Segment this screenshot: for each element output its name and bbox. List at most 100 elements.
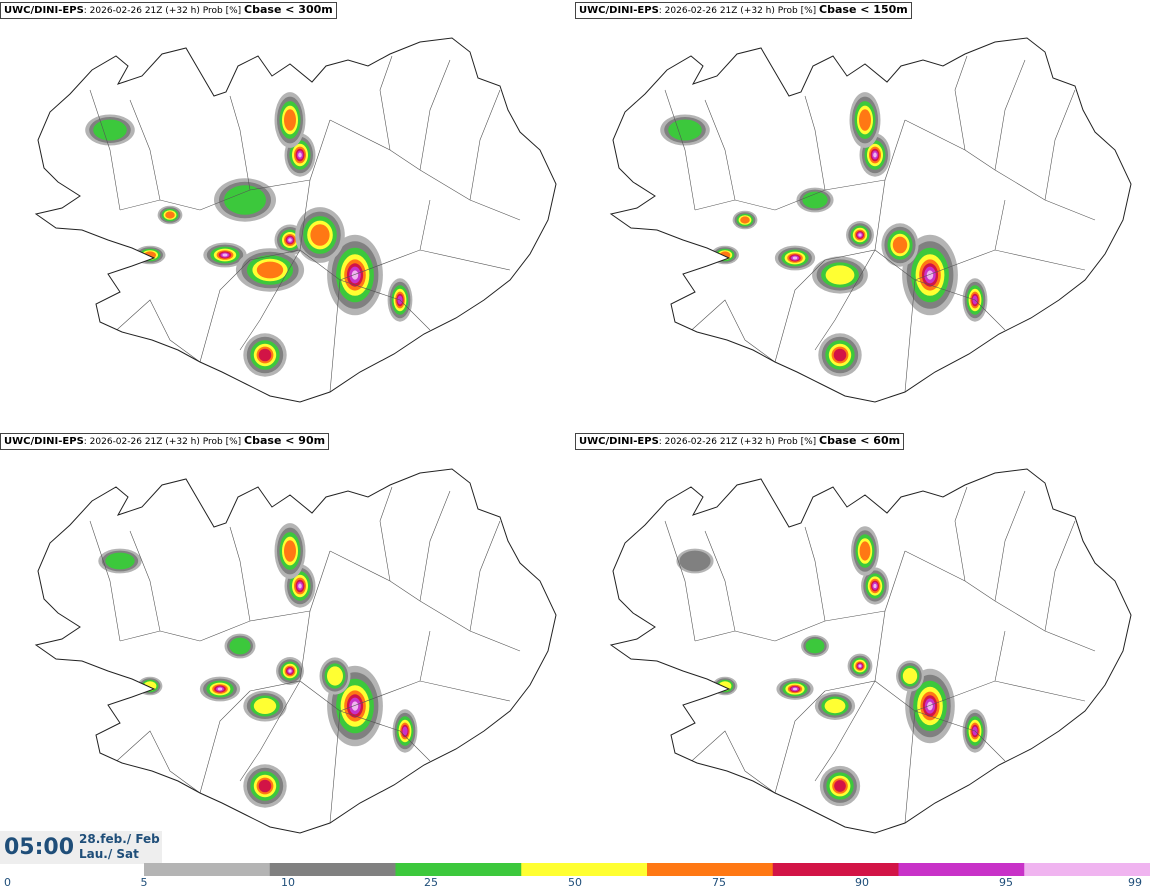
probability-area xyxy=(229,637,251,655)
probability-area xyxy=(834,780,846,792)
model-name: UWC/DINI-EPS xyxy=(579,436,659,447)
coastline xyxy=(609,37,1132,403)
region-boundary xyxy=(814,249,876,351)
region-boundary xyxy=(994,630,1006,682)
region-boundary xyxy=(774,690,826,794)
region-boundary xyxy=(329,119,421,171)
region-boundary xyxy=(419,490,451,602)
run-info: : 2026-02-26 21Z (+32 h) Prob [%] xyxy=(658,437,817,447)
probability-area xyxy=(327,666,343,686)
model-name: UWC/DINI-EPS xyxy=(4,436,84,447)
region-boundary xyxy=(379,55,393,151)
threshold-label: Cbase < 90m xyxy=(244,434,326,447)
run-info: : 2026-02-26 21Z (+32 h) Prob [%] xyxy=(83,6,242,16)
region-boundary xyxy=(694,630,776,642)
region-boundary xyxy=(684,299,776,363)
probability-area xyxy=(351,270,359,280)
region-boundary xyxy=(109,730,201,794)
region-boundary xyxy=(89,89,121,211)
threshold-label: Cbase < 300m xyxy=(244,3,333,16)
probability-area xyxy=(792,687,798,691)
colorbar-segment xyxy=(1024,863,1150,876)
valid-time-box: 05:00 28.feb./ Feb Lau./ Sat xyxy=(0,831,162,864)
region-boundary xyxy=(419,600,521,652)
region-boundary xyxy=(249,249,341,393)
colorbar-tick-label: 5 xyxy=(140,876,148,889)
coastline xyxy=(34,468,557,834)
probability-area xyxy=(258,348,272,362)
region-boundary xyxy=(129,99,161,201)
iceland-map-90m xyxy=(34,468,557,834)
colorbar-tick-label: 50 xyxy=(568,876,582,889)
probability-area xyxy=(93,119,127,141)
colorbar-segment xyxy=(144,863,271,876)
threshold-label: Cbase < 60m xyxy=(819,434,901,447)
probability-colorbar xyxy=(144,863,1150,876)
probability-area xyxy=(892,236,908,254)
region-boundary xyxy=(339,710,431,762)
probability-area xyxy=(873,152,877,158)
region-boundary xyxy=(994,490,1026,602)
region-boundary xyxy=(89,520,121,642)
probability-area xyxy=(298,152,302,158)
region-boundary xyxy=(994,169,1096,221)
run-info: : 2026-02-26 21Z (+32 h) Prob [%] xyxy=(83,437,242,447)
region-boundary xyxy=(419,169,521,221)
probability-area xyxy=(927,701,933,711)
probability-area xyxy=(805,638,825,654)
iceland-map-150m xyxy=(609,37,1132,403)
probability-area xyxy=(859,541,871,561)
probability-area xyxy=(222,253,228,257)
region-boundary xyxy=(229,526,251,622)
probability-area xyxy=(718,681,732,691)
region-boundary xyxy=(379,486,393,582)
region-boundary xyxy=(804,95,826,191)
region-boundary xyxy=(469,89,501,201)
coastline xyxy=(609,468,1132,834)
region-boundary xyxy=(824,249,916,393)
region-boundary xyxy=(994,199,1006,251)
colorbar-segment xyxy=(521,863,648,876)
panel-title: UWC/DINI-EPS: 2026-02-26 21Z (+32 h) Pro… xyxy=(575,433,905,450)
region-boundary xyxy=(199,610,311,642)
probability-area xyxy=(258,779,272,793)
probability-area xyxy=(902,668,918,684)
map-panel-300m: UWC/DINI-EPS: 2026-02-26 21Z (+32 h) Pro… xyxy=(0,0,575,430)
probability-area xyxy=(288,669,292,673)
region-boundary xyxy=(419,199,431,251)
region-boundary xyxy=(914,279,1006,331)
region-boundary xyxy=(904,550,996,602)
region-boundary xyxy=(954,55,968,151)
model-name: UWC/DINI-EPS xyxy=(4,5,84,16)
probability-area xyxy=(824,698,846,714)
probability-area xyxy=(926,270,934,280)
iceland-map-300m xyxy=(34,37,557,403)
valid-date: 28.feb./ Feb Lau./ Sat xyxy=(79,832,160,862)
probability-area xyxy=(144,251,156,259)
region-boundary xyxy=(239,249,301,351)
region-boundary xyxy=(129,530,161,632)
region-boundary xyxy=(824,680,916,824)
colorbar-tick-label: 10 xyxy=(281,876,295,889)
colorbar-tick-label: 25 xyxy=(424,876,438,889)
colorbar-tick-label: 95 xyxy=(999,876,1013,889)
region-boundary xyxy=(704,530,736,632)
region-boundary xyxy=(774,259,826,363)
panel-title: UWC/DINI-EPS: 2026-02-26 21Z (+32 h) Pro… xyxy=(575,2,912,19)
region-boundary xyxy=(339,279,431,331)
probability-area xyxy=(859,109,871,131)
coastline xyxy=(34,37,557,403)
probability-area xyxy=(740,216,750,224)
region-boundary xyxy=(804,526,826,622)
probability-area xyxy=(668,119,702,141)
date-line-2: Lau./ Sat xyxy=(79,847,139,861)
region-boundary xyxy=(469,520,501,632)
probability-area xyxy=(105,552,135,570)
probability-area xyxy=(802,191,828,209)
probability-field xyxy=(89,486,521,824)
region-boundary xyxy=(419,59,451,171)
iceland-map-60m xyxy=(609,468,1132,834)
region-boundary xyxy=(329,550,421,602)
probability-area xyxy=(351,701,359,711)
probability-area xyxy=(310,224,330,246)
